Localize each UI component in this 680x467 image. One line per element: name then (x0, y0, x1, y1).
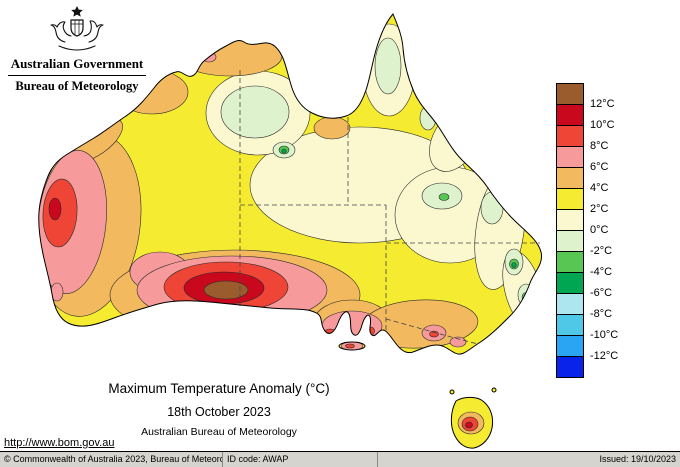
legend-label: -6°C (590, 287, 613, 299)
legend-label: 2°C (590, 203, 609, 215)
legend-swatch: -6°C (556, 272, 612, 299)
map-titles: Maximum Temperature Anomaly (°C) 18th Oc… (58, 381, 380, 438)
legend-swatch: 8°C (556, 125, 608, 152)
government-title: Australian Government (10, 56, 144, 71)
legend-swatch (556, 356, 584, 378)
legend-swatch: -8°C (556, 293, 612, 320)
legend-label: 0°C (590, 224, 609, 236)
bureau-title: Bureau of Meteorology (15, 79, 139, 93)
legend-swatch: 10°C (556, 104, 615, 131)
temperature-legend: 12°C 10°C 8°C 6°C 4°C 2°C 0°C -2°C -4°C … (556, 83, 618, 378)
status-bar: © Commonwealth of Australia 2023, Bureau… (0, 451, 680, 467)
legend-label: 12°C (590, 98, 615, 110)
legend-label: -10°C (590, 329, 619, 341)
coastline (38, 13, 543, 449)
legend-label: 10°C (590, 119, 615, 131)
state-borders (239, 70, 540, 345)
map-title: Maximum Temperature Anomaly (°C) (108, 381, 330, 396)
legend-swatch: 0°C (556, 209, 608, 236)
legend-swatch: -4°C (556, 251, 612, 278)
legend-label: 6°C (590, 161, 609, 173)
legend-swatch: 2°C (556, 188, 608, 215)
legend-swatch: -2°C (556, 230, 612, 257)
legend-swatch: 6°C (556, 146, 608, 173)
legend-label: 8°C (590, 140, 609, 152)
legend-label: -12°C (590, 350, 619, 362)
legend-label: -4°C (590, 266, 613, 278)
coat-of-arms-icon (50, 6, 104, 51)
id-code-text: ID code: AWAP (223, 452, 378, 467)
map-org: Australian Bureau of Meteorology (141, 426, 297, 438)
map-date: 18th October 2023 (167, 405, 271, 419)
legend-label: 4°C (590, 182, 609, 194)
legend-swatch: -12°C (556, 335, 618, 362)
legend-label: -8°C (590, 308, 613, 320)
legend-swatch: 4°C (556, 167, 608, 194)
agency-header: Australian Government Bureau of Meteorol… (8, 4, 146, 94)
bom-url-link[interactable]: http://www.bom.gov.au (4, 437, 115, 449)
copyright-text: © Commonwealth of Australia 2023, Bureau… (0, 452, 223, 467)
legend-swatch: -10°C (556, 314, 618, 341)
legend-swatch: 12°C (556, 83, 615, 110)
issued-text: Issued: 19/10/2023 (599, 454, 676, 464)
legend-label: -2°C (590, 245, 613, 257)
header-divider (8, 75, 146, 76)
